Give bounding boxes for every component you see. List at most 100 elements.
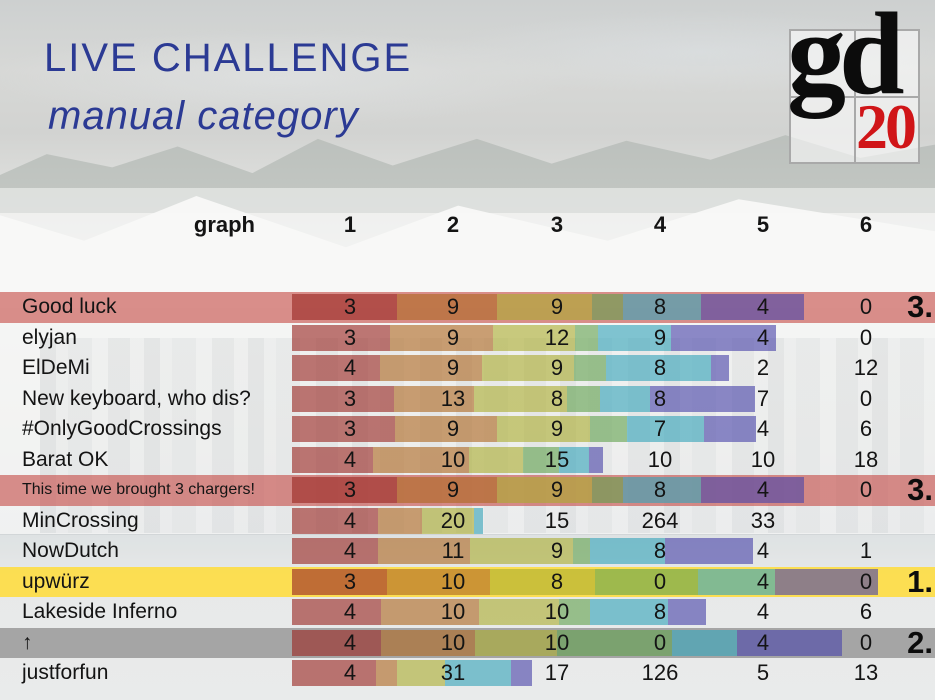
team-row: New keyboard, who dis? 3 13 8 8 7 0 bbox=[0, 384, 935, 415]
column-header-3: 3 bbox=[550, 212, 564, 237]
bar-segment-graph-5 bbox=[623, 477, 701, 503]
bar-segment-graph-3 bbox=[469, 446, 523, 473]
bar-segment-graph-2 bbox=[395, 416, 497, 442]
bar-segment-graph-6 bbox=[650, 385, 755, 412]
bar-segment-graph-3 bbox=[422, 507, 474, 534]
score-value-graph-1: 4 bbox=[343, 507, 357, 533]
score-value-graph-2: 10 bbox=[440, 446, 466, 472]
column-header-2: 2 bbox=[446, 212, 460, 237]
team-row: #OnlyGoodCrossings 3 9 9 7 4 6 bbox=[0, 414, 935, 445]
team-name: upwürz bbox=[22, 569, 90, 593]
team-row: MinCrossing 4 20 15 264 33 bbox=[0, 506, 935, 537]
bar-segment-graph-6 bbox=[511, 660, 532, 686]
bar-segment-graph-3 bbox=[497, 416, 590, 442]
team-row: Lakeside Inferno 4 10 10 8 4 6 bbox=[0, 597, 935, 628]
bar-segment-graph-2 bbox=[387, 568, 490, 595]
column-header-5: 5 bbox=[756, 212, 770, 237]
score-value-graph-1: 4 bbox=[343, 629, 357, 655]
team-name: NowDutch bbox=[22, 539, 119, 562]
bar-segment-graph-1 bbox=[292, 660, 376, 686]
score-bar bbox=[292, 660, 532, 686]
team-row: ElDeMi 4 9 9 8 2 12 bbox=[0, 353, 935, 384]
score-value-graph-3: 9 bbox=[550, 416, 564, 441]
score-value-graph-3: 9 bbox=[550, 538, 564, 563]
bar-segment-graph-5 bbox=[474, 507, 483, 534]
score-value-graph-2: 10 bbox=[440, 629, 466, 655]
bar-segment-graph-4 bbox=[595, 568, 698, 595]
bar-segment-graph-2 bbox=[390, 324, 493, 351]
bar-segment-graph-3 bbox=[474, 385, 567, 412]
rank-badge: 1. bbox=[907, 563, 933, 599]
bar-segment-graph-5 bbox=[623, 294, 701, 320]
bar-segment-graph-4 bbox=[567, 385, 600, 412]
score-value-graph-5: 4 bbox=[756, 629, 770, 655]
team-row: Good luck 3 9 9 8 4 0 3. bbox=[0, 289, 935, 324]
bar-segment-graph-5 bbox=[598, 324, 671, 351]
logo-gd-text: gd bbox=[787, 0, 905, 119]
score-value-graph-6: 1 bbox=[859, 538, 873, 563]
score-bar bbox=[292, 599, 706, 625]
score-bar bbox=[292, 507, 483, 534]
score-value-graph-1: 4 bbox=[343, 355, 357, 380]
score-value-graph-4: 7 bbox=[653, 416, 667, 441]
bar-segment-graph-5 bbox=[606, 355, 711, 381]
bar-segment-graph-2 bbox=[378, 507, 422, 534]
score-value-graph-3: 8 bbox=[550, 385, 564, 411]
team-row: NowDutch 4 11 9 8 4 1 bbox=[0, 536, 935, 567]
table-header: graph 1 2 3 4 5 6 bbox=[0, 209, 935, 241]
rank-badge: 3. bbox=[907, 289, 933, 324]
score-value-graph-4: 126 bbox=[641, 660, 679, 685]
score-value-graph-1: 3 bbox=[343, 416, 357, 441]
team-row: Barat OK 4 10 15 10 10 18 bbox=[0, 445, 935, 476]
logo-year-text: 20 bbox=[856, 91, 917, 162]
bar-segment-graph-3 bbox=[479, 599, 559, 625]
bar-segment-graph-1 bbox=[292, 477, 397, 503]
score-value-graph-3: 15 bbox=[544, 507, 570, 533]
score-value-graph-2: 20 bbox=[440, 507, 466, 533]
score-bar bbox=[292, 355, 729, 381]
score-bar bbox=[292, 385, 755, 412]
score-bar bbox=[292, 294, 804, 320]
score-value-graph-1: 4 bbox=[343, 599, 357, 624]
bar-segment-graph-3 bbox=[497, 294, 592, 320]
bar-segment-graph-2 bbox=[376, 660, 397, 686]
score-value-graph-4: 8 bbox=[653, 477, 667, 502]
bar-segment-graph-2 bbox=[381, 629, 475, 656]
score-value-graph-3: 9 bbox=[550, 355, 564, 380]
bar-segment-graph-6 bbox=[775, 568, 878, 595]
score-value-graph-6: 6 bbox=[859, 599, 873, 624]
score-bar bbox=[292, 629, 842, 656]
team-row: ↑ 4 10 10 0 4 0 2. bbox=[0, 624, 935, 660]
score-value-graph-5: 4 bbox=[756, 324, 770, 350]
team-name: elyjan bbox=[22, 325, 77, 349]
bar-segment-graph-1 bbox=[292, 599, 381, 625]
score-bar bbox=[292, 324, 776, 351]
score-value-graph-2: 9 bbox=[446, 324, 460, 350]
bar-segment-graph-2 bbox=[378, 538, 470, 564]
bar-segment-graph-3 bbox=[493, 324, 575, 351]
score-value-graph-6: 0 bbox=[859, 477, 873, 502]
score-value-graph-1: 3 bbox=[343, 385, 357, 411]
team-name: Barat OK bbox=[22, 447, 109, 471]
score-value-graph-6: 0 bbox=[859, 385, 873, 411]
score-value-graph-4: 9 bbox=[653, 324, 667, 350]
bar-segment-graph-5 bbox=[445, 660, 511, 686]
rank-badge: 2. bbox=[907, 624, 933, 660]
bar-segment-graph-4 bbox=[592, 477, 623, 503]
bar-segment-graph-1 bbox=[292, 629, 381, 656]
score-value-graph-5: 4 bbox=[756, 294, 770, 319]
bar-segment-graph-6 bbox=[737, 629, 842, 656]
team-row: elyjan 3 9 12 9 4 0 bbox=[0, 323, 935, 354]
bar-segment-graph-2 bbox=[381, 599, 479, 625]
score-value-graph-2: 9 bbox=[446, 416, 460, 441]
bar-segment-graph-5 bbox=[600, 385, 650, 412]
bar-segment-graph-4 bbox=[575, 324, 598, 351]
score-value-graph-5: 7 bbox=[756, 385, 770, 411]
score-value-graph-3: 9 bbox=[550, 294, 564, 319]
bar-segment-graph-5 bbox=[590, 538, 665, 564]
bar-segment-graph-5 bbox=[590, 599, 668, 625]
score-value-graph-1: 4 bbox=[343, 538, 357, 563]
score-value-graph-5: 4 bbox=[756, 568, 770, 594]
team-name: Good luck bbox=[22, 295, 117, 318]
